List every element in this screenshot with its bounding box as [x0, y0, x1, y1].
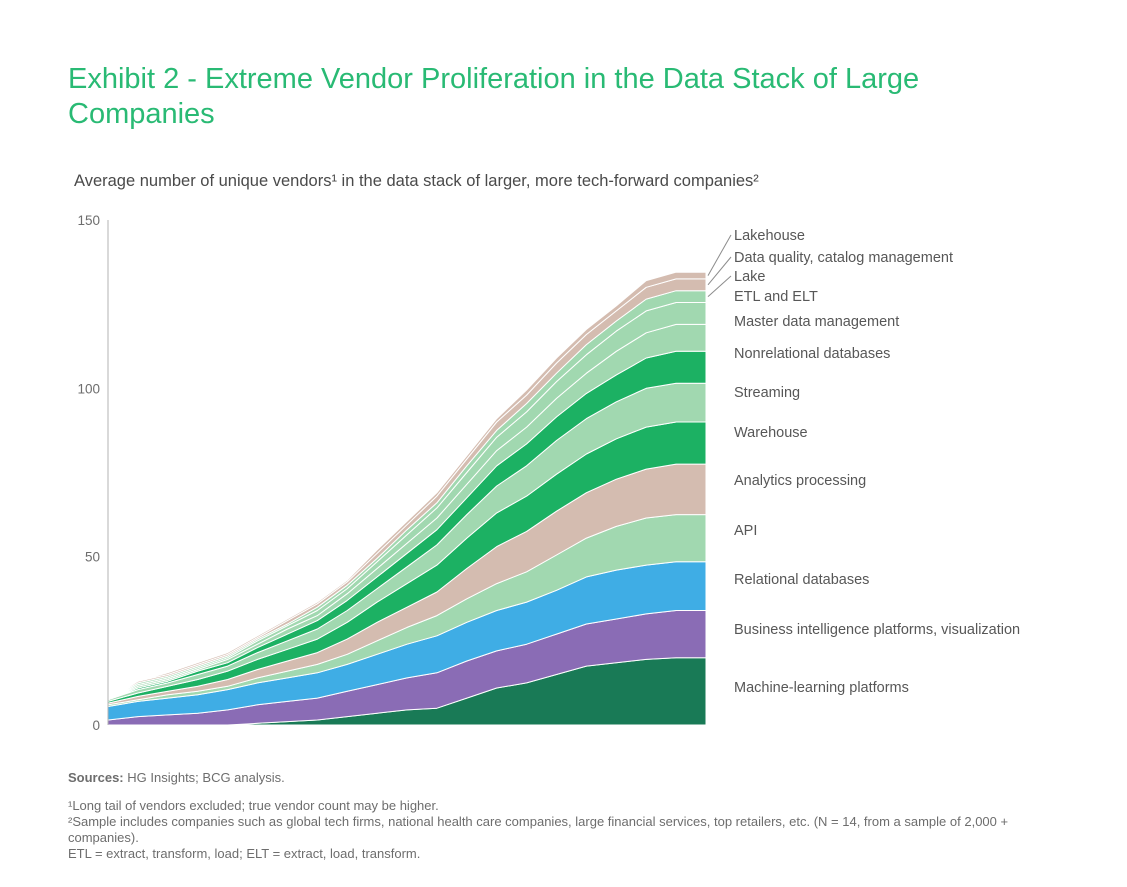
y-tick-label: 50 [85, 550, 100, 565]
series-label: Nonrelational databases [734, 346, 890, 362]
footnote-3: ETL = extract, transform, load; ELT = ex… [68, 846, 421, 861]
footnote-1: ¹Long tail of vendors excluded; true ven… [68, 798, 439, 813]
footnotes: ¹Long tail of vendors excluded; true ven… [68, 798, 1068, 862]
leader-line [707, 234, 732, 276]
series-label: Relational databases [734, 572, 869, 588]
leader-line [707, 256, 732, 286]
stacked-area-chart: 0 50 100 150 Machine-learning platforms Busi… [77, 213, 1020, 733]
series-label: Data quality, catalog management [734, 250, 953, 266]
series-label: API [734, 523, 757, 539]
series-label: ETL and ELT [734, 289, 818, 305]
series-label: Streaming [734, 385, 800, 401]
sources-label: Sources: [68, 770, 124, 785]
series-label: Lakehouse [734, 228, 805, 244]
y-axis: 0 50 100 150 [77, 213, 109, 733]
footnote-2: ²Sample includes companies such as globa… [68, 814, 1009, 845]
series-label: Machine-learning platforms [734, 680, 909, 696]
exhibit-title: Exhibit 2 - Extreme Vendor Proliferation… [68, 63, 920, 130]
series-label: Warehouse [734, 425, 808, 441]
y-tick-label: 150 [77, 213, 100, 228]
leader-line [707, 275, 732, 297]
series-label: Master data management [734, 314, 899, 330]
sources-line: Sources: HG Insights; BCG analysis. [68, 770, 285, 785]
series-label: Analytics processing [734, 473, 866, 489]
chart-subtitle: Average number of unique vendors¹ in the… [74, 172, 759, 190]
area-layer [107, 271, 707, 726]
series-label: Lake [734, 269, 765, 285]
y-tick-label: 0 [92, 718, 100, 733]
legend-labels: Machine-learning platforms Business intel… [707, 228, 1020, 696]
sources-text: HG Insights; BCG analysis. [127, 770, 285, 785]
area-lakehouse [107, 271, 707, 701]
y-tick-label: 100 [77, 381, 100, 396]
series-label: Business intelligence platforms, visuali… [734, 622, 1020, 638]
